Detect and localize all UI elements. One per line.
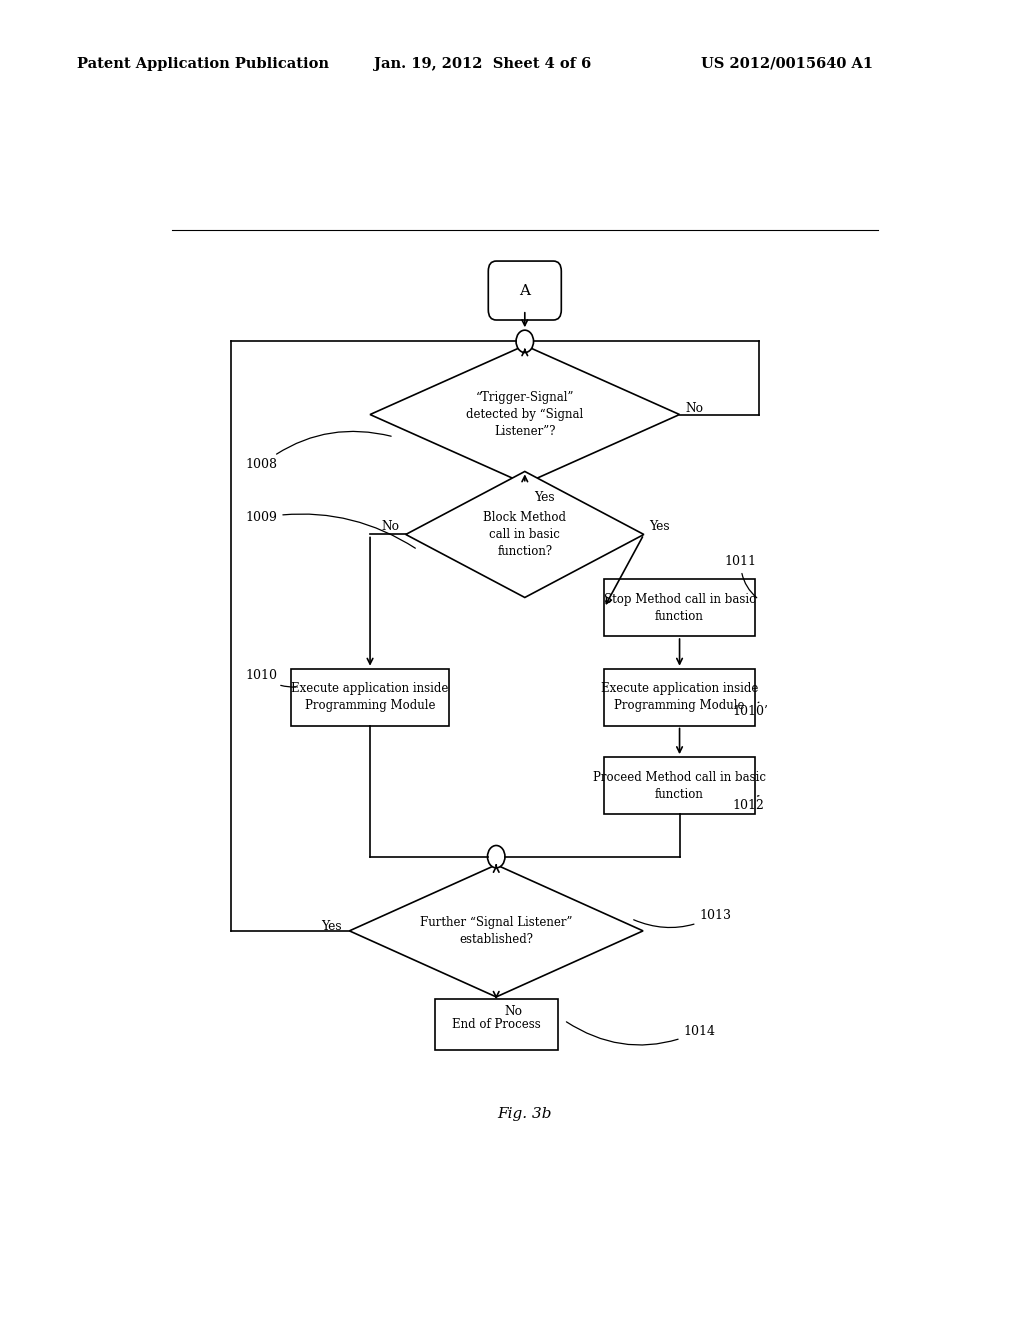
- Text: Execute application inside
Programming Module: Execute application inside Programming M…: [292, 682, 449, 711]
- Text: No: No: [381, 520, 399, 533]
- Text: 1013: 1013: [634, 908, 731, 928]
- Text: 1012: 1012: [733, 796, 765, 812]
- Text: 1010’: 1010’: [733, 702, 769, 718]
- Text: A: A: [519, 284, 530, 297]
- Text: Yes: Yes: [321, 920, 341, 933]
- Text: End of Process: End of Process: [452, 1018, 541, 1031]
- Text: Yes: Yes: [648, 520, 670, 533]
- Text: 1010: 1010: [246, 669, 296, 688]
- Circle shape: [487, 846, 505, 867]
- FancyBboxPatch shape: [488, 261, 561, 319]
- Text: US 2012/0015640 A1: US 2012/0015640 A1: [701, 57, 873, 71]
- Text: 1009: 1009: [246, 511, 416, 548]
- Text: Patent Application Publication: Patent Application Publication: [77, 57, 329, 71]
- Polygon shape: [349, 865, 643, 997]
- Text: Execute application inside
Programming Module: Execute application inside Programming M…: [601, 682, 758, 711]
- Text: Block Method
call in basic
function?: Block Method call in basic function?: [483, 511, 566, 558]
- Circle shape: [516, 330, 534, 352]
- Text: 1011: 1011: [725, 554, 757, 598]
- Text: 1014: 1014: [566, 1022, 716, 1045]
- Text: Further “Signal Listener”
established?: Further “Signal Listener” established?: [420, 916, 572, 946]
- Bar: [435, 999, 558, 1049]
- Polygon shape: [406, 471, 644, 598]
- Text: “Trigger-Signal”
detected by “Signal
Listener”?: “Trigger-Signal” detected by “Signal Lis…: [466, 391, 584, 438]
- Text: 1008: 1008: [246, 432, 391, 471]
- Bar: [604, 758, 755, 814]
- Text: Jan. 19, 2012  Sheet 4 of 6: Jan. 19, 2012 Sheet 4 of 6: [374, 57, 591, 71]
- Text: Stop Method call in basic
function: Stop Method call in basic function: [604, 593, 756, 623]
- Text: Proceed Method call in basic
function: Proceed Method call in basic function: [593, 771, 766, 800]
- Text: Yes: Yes: [535, 491, 555, 504]
- Text: No: No: [504, 1005, 522, 1018]
- Polygon shape: [370, 346, 680, 483]
- Text: Fig. 3b: Fig. 3b: [498, 1106, 552, 1121]
- Bar: [604, 669, 755, 726]
- Bar: [604, 579, 755, 636]
- Text: No: No: [686, 401, 703, 414]
- Bar: [291, 669, 450, 726]
